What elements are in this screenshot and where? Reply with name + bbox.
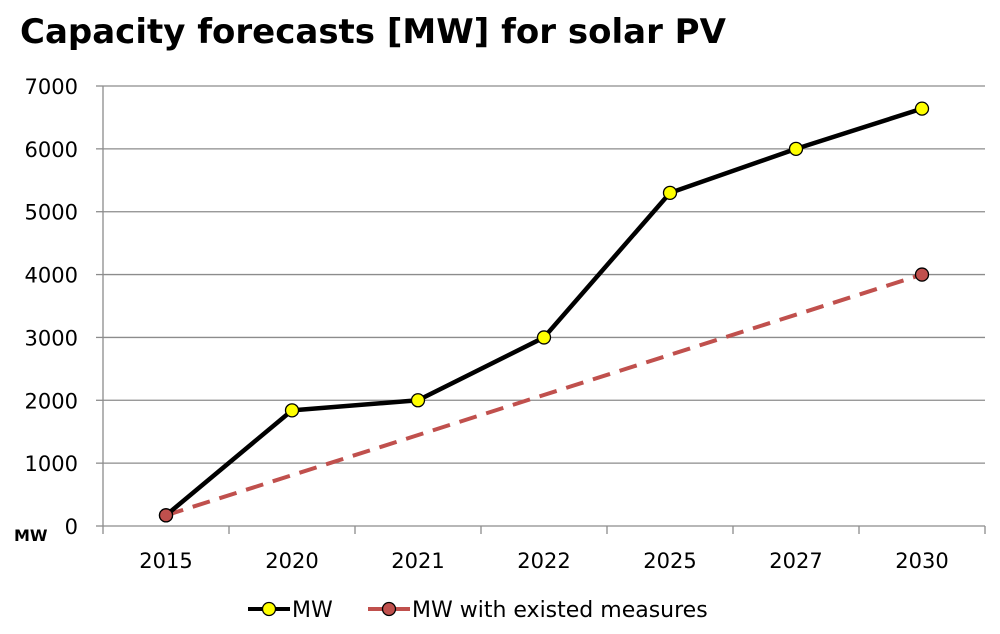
x-tick-label: 2021 bbox=[391, 549, 444, 573]
y-tick-label: 6000 bbox=[25, 138, 78, 162]
legend-swatch-marker bbox=[381, 601, 397, 617]
x-tick-label: 2022 bbox=[517, 549, 570, 573]
data-point bbox=[410, 393, 426, 408]
legend: MW MW with existed measures bbox=[248, 598, 708, 623]
y-tick-label: 1000 bbox=[25, 452, 78, 476]
y-tick-label: 4000 bbox=[25, 264, 78, 288]
series bbox=[158, 101, 930, 523]
data-point bbox=[788, 141, 804, 157]
data-point bbox=[536, 330, 552, 345]
y-tick-label: 5000 bbox=[25, 201, 78, 225]
x-tick-label: 2015 bbox=[139, 549, 192, 573]
legend-swatch-marker bbox=[261, 601, 277, 617]
axes: 0 1000 2000 3000 4000 5000 6000 7000 2015 2020 202… bbox=[14, 75, 986, 573]
data-point bbox=[914, 267, 930, 282]
series-line-1 bbox=[165, 272, 923, 518]
unit-label: MW bbox=[14, 526, 48, 545]
x-tick-label: 2020 bbox=[265, 549, 318, 573]
y-tick-label: 7000 bbox=[25, 75, 78, 99]
legend-label: MW bbox=[292, 598, 333, 623]
data-point bbox=[284, 403, 300, 418]
y-tick-label: 2000 bbox=[25, 389, 78, 413]
gridlines bbox=[103, 85, 985, 464]
legend-label: MW with existed measures bbox=[412, 598, 708, 623]
y-tick-label: 0 bbox=[65, 515, 78, 539]
data-point bbox=[662, 185, 678, 201]
x-tick-label: 2027 bbox=[769, 549, 822, 573]
chart-title: Capacity forecasts [MW] for solar PV bbox=[20, 12, 726, 52]
data-point bbox=[914, 101, 930, 116]
x-tick-label: 2030 bbox=[895, 549, 948, 573]
data-point bbox=[158, 508, 174, 523]
y-tick-label: 3000 bbox=[25, 326, 78, 350]
x-tick-label: 2025 bbox=[643, 549, 696, 573]
